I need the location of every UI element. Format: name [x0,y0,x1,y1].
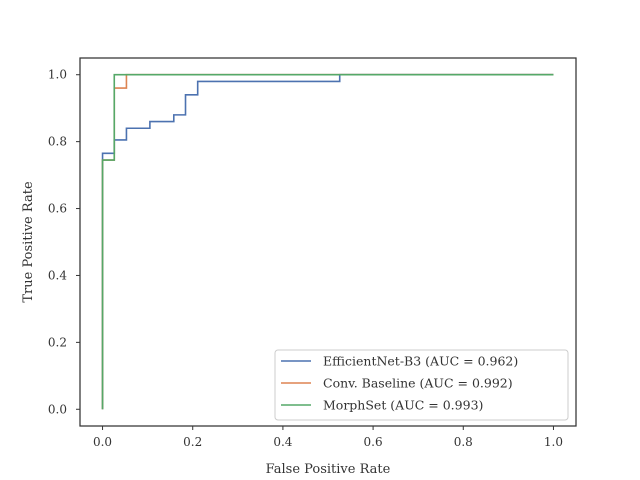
legend-label: MorphSet (AUC = 0.993) [323,398,483,413]
x-axis-ticks: 0.0 0.2 0.4 0.6 0.8 1.0 [93,426,563,449]
series-layer [101,73,554,410]
legend-label: Conv. Baseline (AUC = 0.992) [323,376,513,391]
y-axis-ticks: 0.0 0.2 0.4 0.6 0.8 1.0 [48,68,80,416]
series-line-3 [101,73,554,410]
legend-label: EfficientNet-B3 (AUC = 0.962) [323,354,518,369]
legend-items: EfficientNet-B3 (AUC = 0.962) Conv. Basel… [281,354,518,413]
series-line-1 [101,73,554,410]
y-tick-label: 1.0 [48,68,67,82]
x-tick-label: 1.0 [544,435,563,449]
y-tick-label: 0.0 [48,402,67,416]
plot-frame [79,57,577,427]
y-tick-label: 0.4 [48,268,67,282]
y-axis-label: True Positive Rate [21,181,36,303]
y-tick-label: 0.8 [48,135,67,149]
x-tick-label: 0.2 [183,435,202,449]
x-tick-label: 0.4 [273,435,292,449]
x-tick-label: 0.0 [93,435,112,449]
y-tick-label: 0.2 [48,335,67,349]
x-tick-label: 0.8 [454,435,473,449]
legend-box [274,349,569,421]
legend: EfficientNet-B3 (AUC = 0.962) Conv. Basel… [274,349,569,421]
x-tick-label: 0.6 [364,435,383,449]
y-tick-label: 0.6 [48,202,67,216]
x-axis-label: False Positive Rate [266,462,391,477]
